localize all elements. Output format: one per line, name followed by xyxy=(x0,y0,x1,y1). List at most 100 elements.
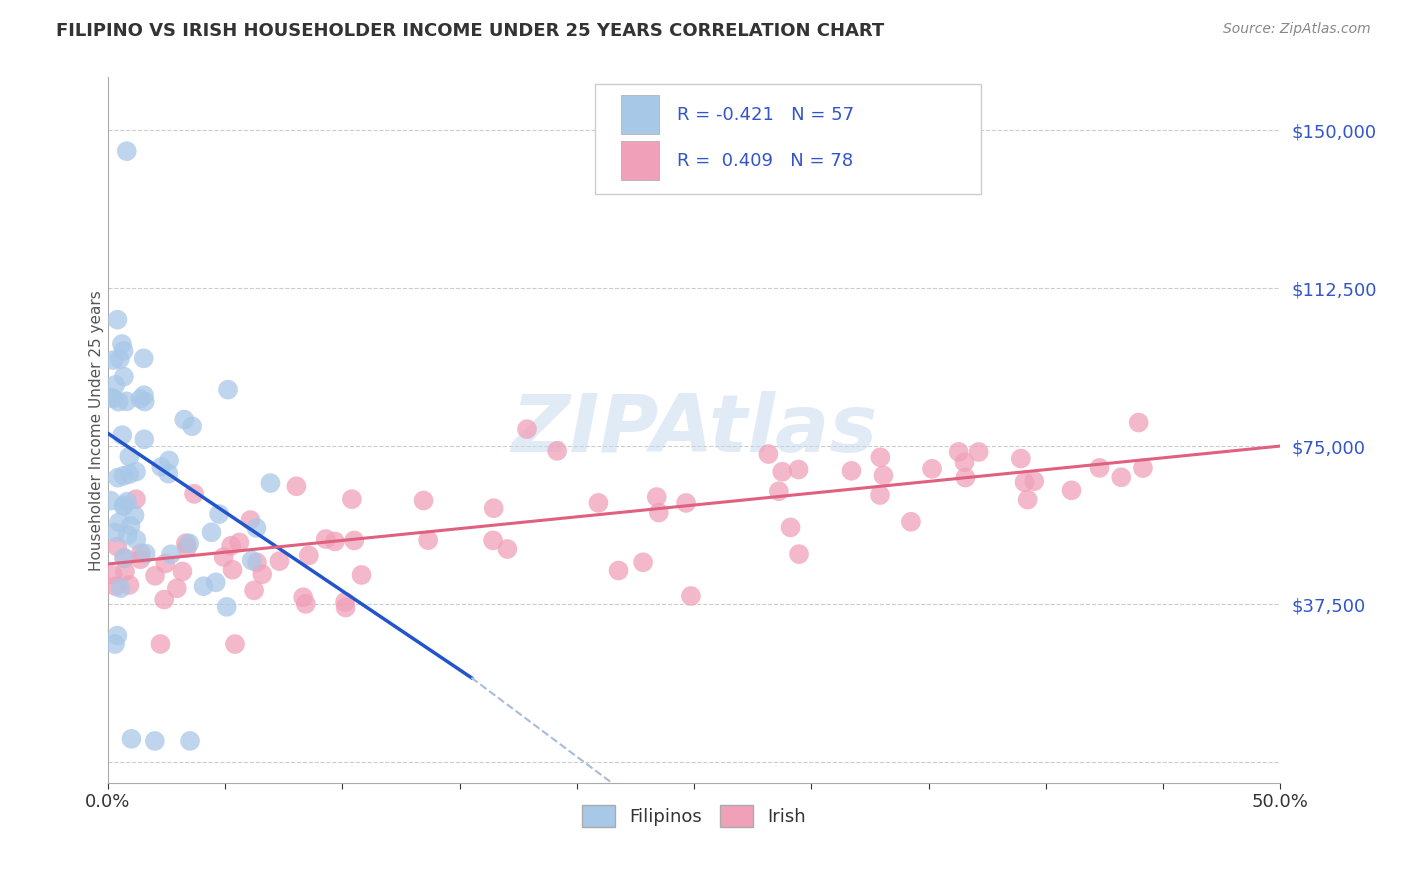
Point xyxy=(335,600,357,615)
Point xyxy=(183,487,205,501)
Point xyxy=(114,551,136,566)
Point xyxy=(1010,451,1032,466)
FancyBboxPatch shape xyxy=(595,85,981,194)
Point xyxy=(246,556,269,570)
Point xyxy=(224,637,246,651)
Point xyxy=(112,498,135,512)
Point xyxy=(418,533,440,548)
Point xyxy=(125,492,148,507)
Point xyxy=(1017,492,1039,507)
Point xyxy=(129,546,152,560)
Point xyxy=(1088,461,1111,475)
Point xyxy=(153,592,176,607)
Point xyxy=(104,637,127,651)
Point xyxy=(208,507,231,521)
Point xyxy=(149,637,172,651)
Point xyxy=(343,533,366,548)
Point xyxy=(243,583,266,598)
Point xyxy=(120,519,142,533)
Point xyxy=(104,579,127,593)
Point xyxy=(787,547,810,561)
Point xyxy=(412,493,434,508)
Point xyxy=(588,496,610,510)
Point xyxy=(101,567,124,582)
Point xyxy=(1060,483,1083,498)
Point xyxy=(108,351,131,366)
Point xyxy=(215,599,238,614)
Point xyxy=(294,597,316,611)
Bar xyxy=(621,95,659,134)
Legend: Filipinos, Irish: Filipinos, Irish xyxy=(575,797,813,834)
Point xyxy=(115,494,138,508)
Point xyxy=(1109,470,1132,484)
Point xyxy=(333,595,356,609)
Point xyxy=(252,567,274,582)
Point xyxy=(298,549,321,563)
Point xyxy=(173,412,195,426)
Point xyxy=(900,515,922,529)
Point xyxy=(953,455,976,469)
Point xyxy=(496,541,519,556)
Bar xyxy=(621,141,659,180)
Point xyxy=(955,470,977,484)
Text: Source: ZipAtlas.com: Source: ZipAtlas.com xyxy=(1223,22,1371,37)
Point xyxy=(105,540,128,554)
Point xyxy=(675,496,697,510)
Point xyxy=(118,450,141,464)
Point xyxy=(340,492,363,507)
Point xyxy=(1014,475,1036,490)
Point xyxy=(143,568,166,582)
Text: R = -0.421   N = 57: R = -0.421 N = 57 xyxy=(676,105,853,124)
Point xyxy=(179,734,201,748)
Point xyxy=(112,550,135,565)
Point xyxy=(172,565,194,579)
Point xyxy=(546,443,568,458)
Point xyxy=(157,467,180,481)
Point xyxy=(269,554,291,568)
Point xyxy=(285,479,308,493)
Point xyxy=(770,465,793,479)
Point xyxy=(482,533,505,548)
Point xyxy=(631,555,654,569)
Point xyxy=(107,312,129,326)
Point xyxy=(104,378,127,392)
Point xyxy=(110,581,132,595)
Point xyxy=(124,508,146,523)
Point xyxy=(132,351,155,366)
Point xyxy=(115,144,138,158)
Point xyxy=(768,484,790,499)
Point xyxy=(134,432,156,446)
Point xyxy=(245,521,267,535)
Point xyxy=(112,468,135,483)
Point xyxy=(679,589,702,603)
Point xyxy=(117,528,139,542)
Point xyxy=(221,563,243,577)
Point xyxy=(181,419,204,434)
Point xyxy=(135,547,157,561)
Point xyxy=(1132,461,1154,475)
Point xyxy=(107,471,129,485)
Point xyxy=(228,535,250,549)
Point xyxy=(292,591,315,605)
Point xyxy=(155,557,177,571)
Point xyxy=(125,465,148,479)
Point xyxy=(921,462,943,476)
Point xyxy=(607,564,630,578)
Text: FILIPINO VS IRISH HOUSEHOLDER INCOME UNDER 25 YEARS CORRELATION CHART: FILIPINO VS IRISH HOUSEHOLDER INCOME UND… xyxy=(56,22,884,40)
Point xyxy=(157,453,180,467)
Point xyxy=(645,490,668,504)
Point xyxy=(179,536,201,550)
Point xyxy=(787,462,810,476)
Point xyxy=(98,390,121,404)
Point xyxy=(217,383,239,397)
Point xyxy=(150,459,173,474)
Point xyxy=(111,428,134,442)
Point xyxy=(193,579,215,593)
Point xyxy=(160,547,183,561)
Point xyxy=(112,369,135,384)
Point xyxy=(100,493,122,508)
Point xyxy=(107,394,129,409)
Point xyxy=(118,578,141,592)
Point xyxy=(134,394,156,409)
Point xyxy=(779,520,801,534)
